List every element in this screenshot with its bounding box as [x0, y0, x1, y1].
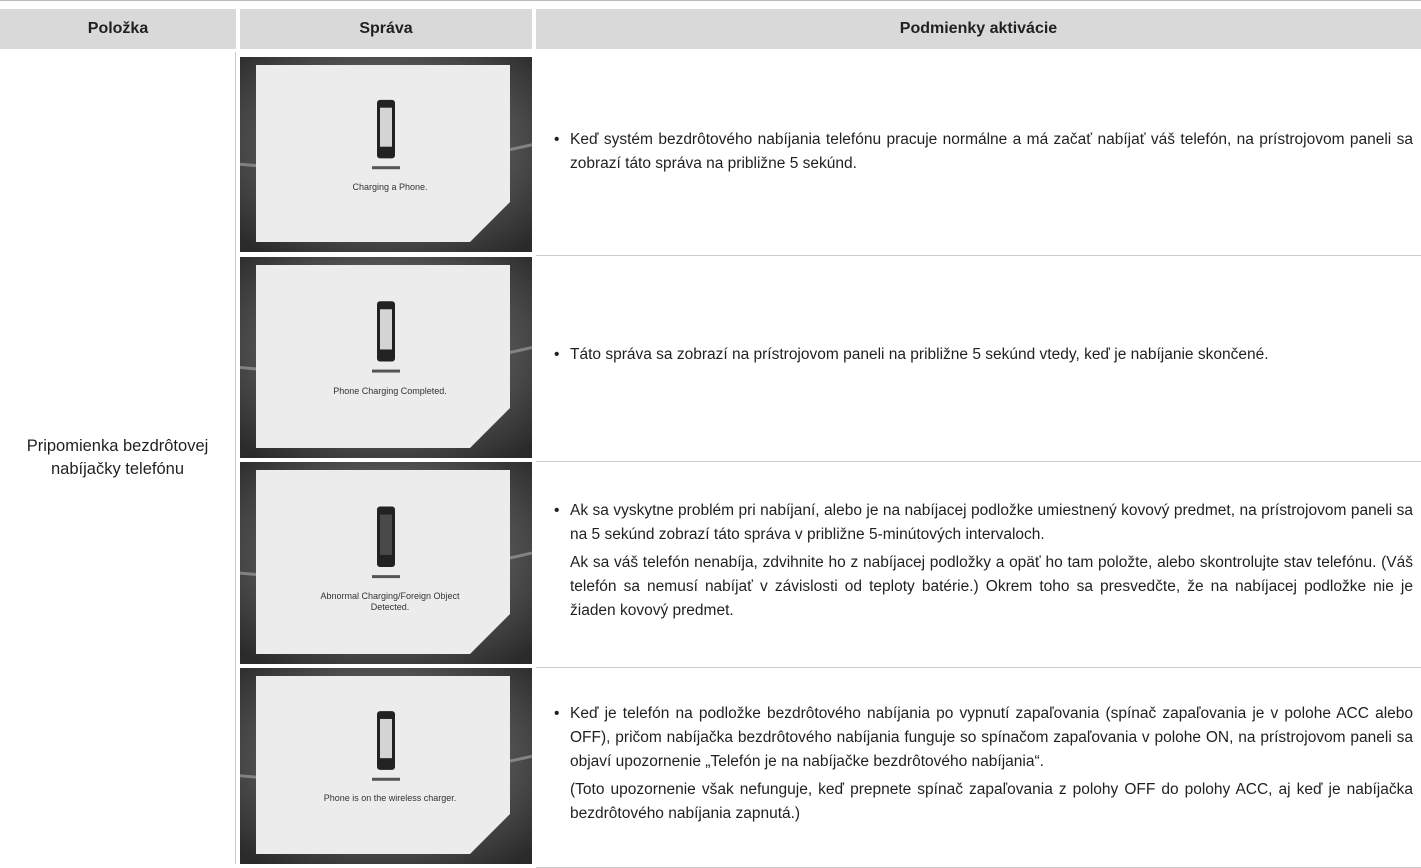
cluster-screen: [240, 257, 532, 458]
conditions-cell: Keď je telefón na podložke bezdrôtového …: [536, 664, 1421, 868]
top-rule: [0, 0, 1421, 1]
cluster-screen: [240, 462, 532, 664]
message-caption: Phone is on the wireless charger.: [323, 793, 457, 804]
conditions-cell: Keď systém bezdrôtového nabíjania telefó…: [536, 53, 1421, 256]
message-image: Phone is on the wireless charger.: [240, 668, 532, 864]
item-cell: Pripomienka bezdrôtovej nabíjačky telefó…: [0, 52, 236, 864]
message-image: Abnormal Charging/Foreign Object Detecte…: [240, 462, 532, 664]
message-caption: Phone Charging Completed.: [333, 385, 447, 396]
header-cell: Položka: [0, 9, 236, 49]
condition-bullet: Keď systém bezdrôtového nabíjania telefó…: [554, 128, 1413, 176]
header-cell: Podmienky aktivácie: [536, 9, 1421, 49]
condition-bullet: Keď je telefón na podložke bezdrôtového …: [554, 702, 1413, 774]
condition-note: (Toto upozornenie však nefunguje, keď pr…: [570, 780, 1413, 822]
cluster-screen: [240, 57, 532, 252]
message-image: Phone Charging Completed.: [240, 257, 532, 458]
message-caption: Abnormal Charging/Foreign Object Detecte…: [320, 591, 460, 613]
conditions-cell: Táto správa sa zobrazí na prístrojovom p…: [536, 253, 1421, 462]
condition-bullet: Ak sa vyskytne problém pri nabíjaní, ale…: [554, 499, 1413, 547]
message-caption: Charging a Phone.: [352, 181, 428, 192]
condition-note: Ak sa váš telefón nenabíja, zdvihnite ho…: [570, 553, 1413, 619]
header-cell: Správa: [240, 9, 532, 49]
conditions-cell: Ak sa vyskytne problém pri nabíjaní, ale…: [536, 458, 1421, 668]
message-image: Charging a Phone.: [240, 57, 532, 252]
cluster-screen: [240, 668, 532, 864]
condition-bullet: Táto správa sa zobrazí na prístrojovom p…: [554, 343, 1413, 367]
